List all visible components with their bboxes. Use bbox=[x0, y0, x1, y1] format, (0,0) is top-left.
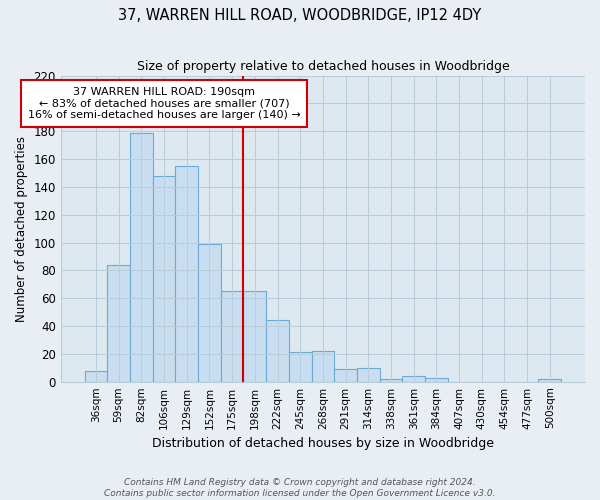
X-axis label: Distribution of detached houses by size in Woodbridge: Distribution of detached houses by size … bbox=[152, 437, 494, 450]
Bar bbox=[380, 379, 403, 382]
Bar bbox=[538, 379, 561, 382]
Title: Size of property relative to detached houses in Woodbridge: Size of property relative to detached ho… bbox=[137, 60, 509, 73]
Bar bbox=[334, 369, 357, 382]
Bar bbox=[289, 352, 311, 382]
Bar bbox=[198, 244, 221, 382]
Bar bbox=[175, 166, 198, 382]
Bar bbox=[85, 370, 107, 382]
Text: 37, WARREN HILL ROAD, WOODBRIDGE, IP12 4DY: 37, WARREN HILL ROAD, WOODBRIDGE, IP12 4… bbox=[118, 8, 482, 22]
Bar bbox=[357, 368, 380, 382]
Bar bbox=[130, 132, 152, 382]
Bar bbox=[107, 265, 130, 382]
Bar bbox=[221, 291, 244, 382]
Bar bbox=[244, 291, 266, 382]
Bar bbox=[266, 320, 289, 382]
Text: Contains HM Land Registry data © Crown copyright and database right 2024.
Contai: Contains HM Land Registry data © Crown c… bbox=[104, 478, 496, 498]
Bar bbox=[311, 351, 334, 382]
Bar bbox=[403, 376, 425, 382]
Text: 37 WARREN HILL ROAD: 190sqm
← 83% of detached houses are smaller (707)
16% of se: 37 WARREN HILL ROAD: 190sqm ← 83% of det… bbox=[28, 86, 301, 120]
Bar bbox=[425, 378, 448, 382]
Bar bbox=[152, 176, 175, 382]
Y-axis label: Number of detached properties: Number of detached properties bbox=[15, 136, 28, 322]
